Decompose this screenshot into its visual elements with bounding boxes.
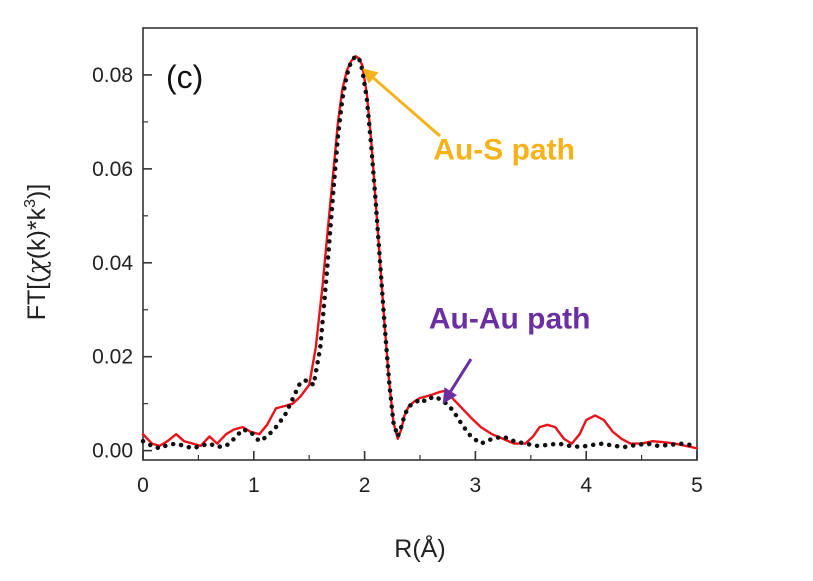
annotation-arrow — [442, 358, 473, 404]
panel-label: (c) — [166, 59, 203, 95]
series-layer — [140, 53, 700, 451]
x-tick-label: 0 — [137, 474, 149, 497]
y-tick-label: 0.06 — [92, 158, 133, 181]
x-tick-label: 2 — [359, 474, 371, 497]
x-axis-label: R(Å) — [394, 533, 445, 563]
y-tick-label: 0.04 — [92, 252, 133, 275]
y-tick-label: 0.02 — [92, 346, 133, 369]
data-series-line — [140, 53, 700, 451]
annotation-arrow — [362, 68, 441, 138]
y-axis: 0.00 0.02 0.04 0.06 0.08 — [92, 64, 152, 463]
x-tick-label: 1 — [248, 474, 260, 497]
y-label-superscript: 3 — [22, 199, 39, 208]
x-tick-label: 4 — [580, 474, 592, 497]
y-axis-label: FT[(χ(k)*k3)] — [22, 184, 51, 321]
fit-series-line — [141, 55, 699, 450]
y-tick-label: 0.00 — [92, 440, 133, 463]
y-label-part-5: )] — [23, 184, 51, 199]
plot-frame — [142, 27, 698, 461]
x-tick-label: 3 — [470, 474, 482, 497]
x-tick-label: 5 — [691, 474, 703, 497]
annotation-label: Au-S path — [433, 133, 575, 166]
x-axis: 0 1 2 3 4 5 — [137, 451, 703, 497]
annotation-label: Au-Au path — [429, 303, 591, 336]
y-label-part-3: (k)*k — [23, 207, 51, 259]
y-tick-label: 0.08 — [92, 64, 133, 87]
y-label-chi: χ — [22, 257, 51, 276]
y-label-part-1: FT[( — [23, 274, 51, 320]
annotation-layer: Au-S path Au-Au path — [362, 68, 591, 404]
